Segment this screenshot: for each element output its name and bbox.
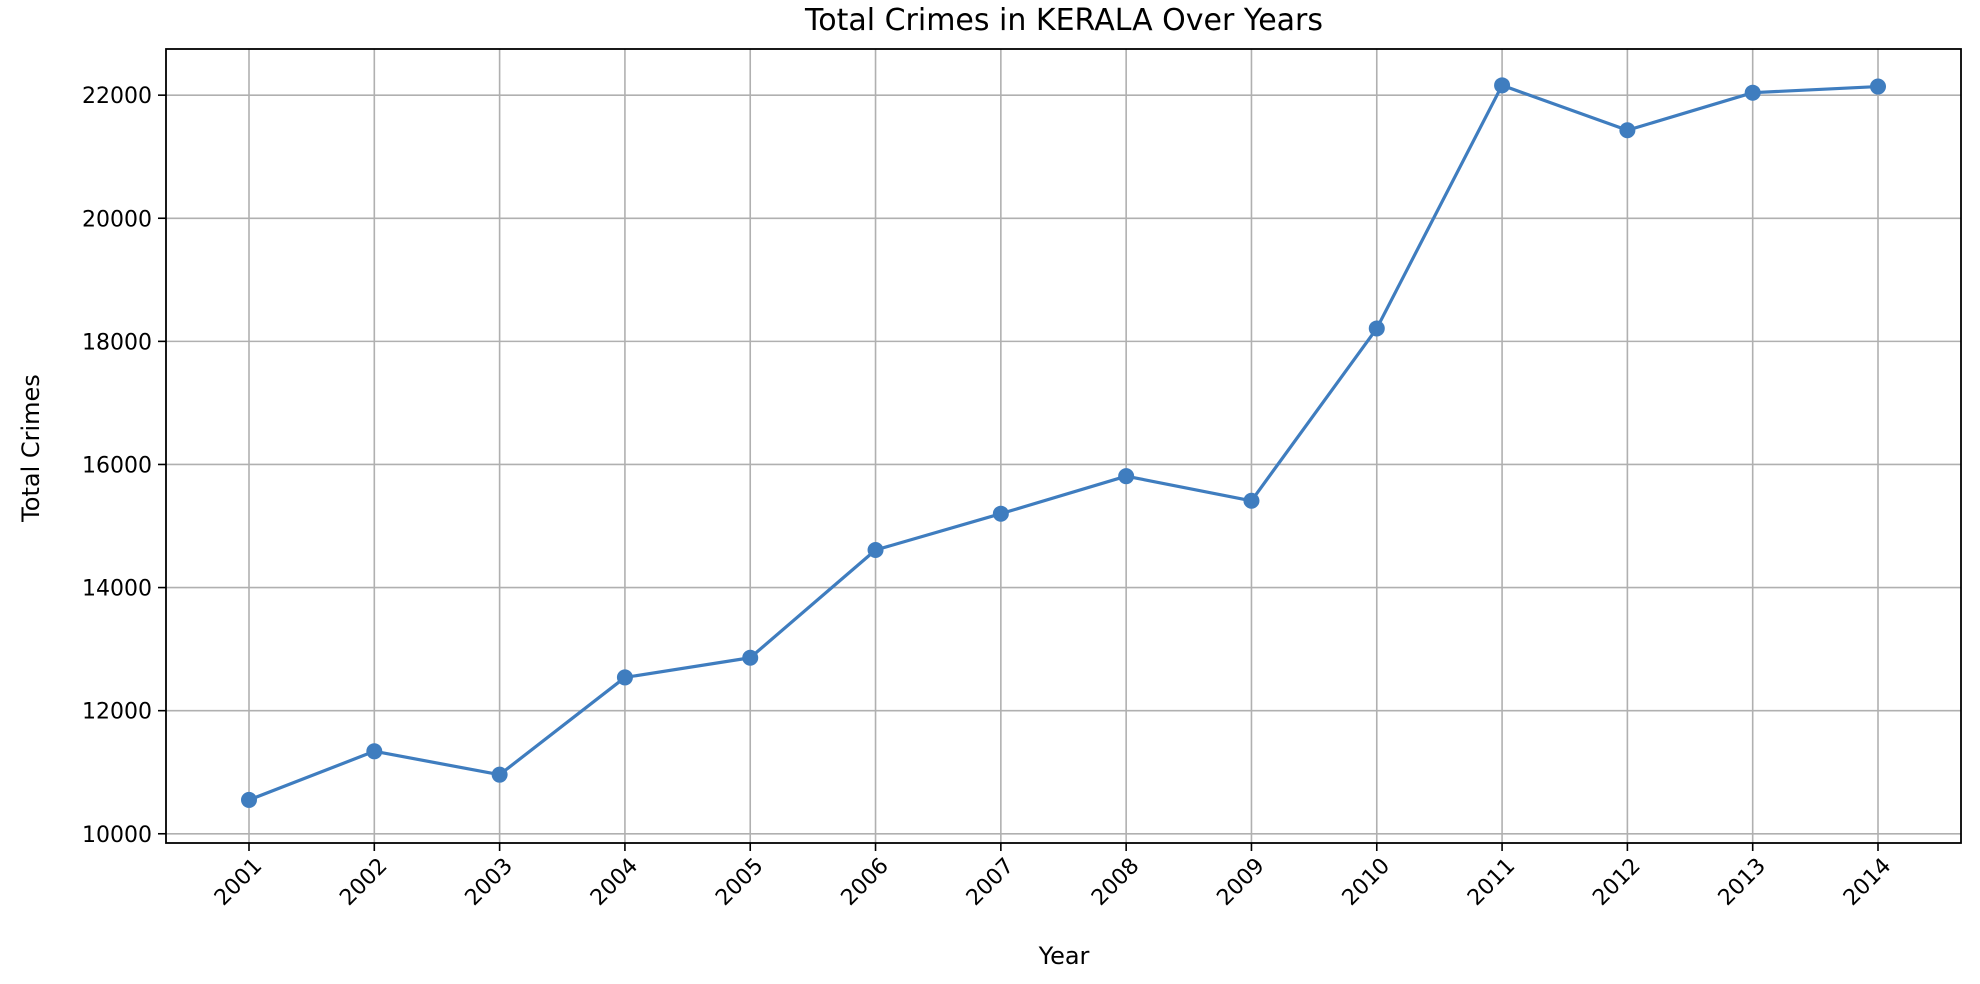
data-point bbox=[1368, 320, 1385, 337]
data-point bbox=[1870, 78, 1886, 95]
data-point bbox=[742, 649, 759, 666]
x-tick-label: 2002 bbox=[335, 854, 392, 911]
x-tick-label: 2009 bbox=[1212, 854, 1269, 911]
x-axis-label: Year bbox=[1038, 942, 1090, 970]
y-tick-label: 16000 bbox=[82, 453, 152, 478]
data-point bbox=[241, 791, 257, 808]
data-point bbox=[1494, 77, 1511, 94]
data-point bbox=[1118, 468, 1135, 485]
x-tick-label: 2014 bbox=[1839, 854, 1896, 911]
y-tick-label: 14000 bbox=[82, 577, 152, 602]
x-tick-label: 2001 bbox=[210, 854, 267, 911]
x-tick-label: 2012 bbox=[1588, 854, 1645, 911]
data-point bbox=[1243, 492, 1260, 509]
y-axis-label: Total Crimes bbox=[17, 374, 45, 523]
x-tick-label: 2007 bbox=[962, 854, 1019, 911]
data-point bbox=[491, 766, 508, 783]
data-point bbox=[1619, 122, 1636, 139]
axis-ticks: 2001 2002 2003 2004 2005 2006 2007 2008 2009 2010… bbox=[82, 84, 1896, 911]
y-tick-label: 12000 bbox=[82, 700, 152, 725]
data-point bbox=[867, 542, 884, 559]
plot-frame bbox=[165, 48, 1962, 844]
grid-lines bbox=[166, 49, 1961, 843]
x-tick-label: 2008 bbox=[1087, 854, 1144, 911]
x-tick-label: 2011 bbox=[1463, 854, 1520, 911]
x-tick-label: 2010 bbox=[1338, 854, 1395, 911]
chart-title: Total Crimes in KERALA Over Years bbox=[804, 3, 1323, 38]
data-series bbox=[241, 77, 1886, 808]
x-tick-label: 2006 bbox=[837, 854, 894, 911]
x-tick-label: 2005 bbox=[711, 854, 768, 911]
y-tick-label: 18000 bbox=[82, 330, 152, 355]
y-tick-label: 22000 bbox=[82, 84, 152, 109]
y-tick-label: 20000 bbox=[82, 207, 152, 232]
y-tick-label: 10000 bbox=[82, 823, 152, 848]
x-tick-label: 2013 bbox=[1714, 854, 1771, 911]
data-point bbox=[366, 743, 383, 760]
x-tick-label: 2004 bbox=[586, 854, 643, 911]
series-line bbox=[248, 83, 1879, 802]
data-point bbox=[1744, 84, 1761, 101]
x-tick-label: 2003 bbox=[461, 854, 518, 911]
data-point bbox=[616, 669, 633, 686]
data-point bbox=[992, 505, 1009, 522]
